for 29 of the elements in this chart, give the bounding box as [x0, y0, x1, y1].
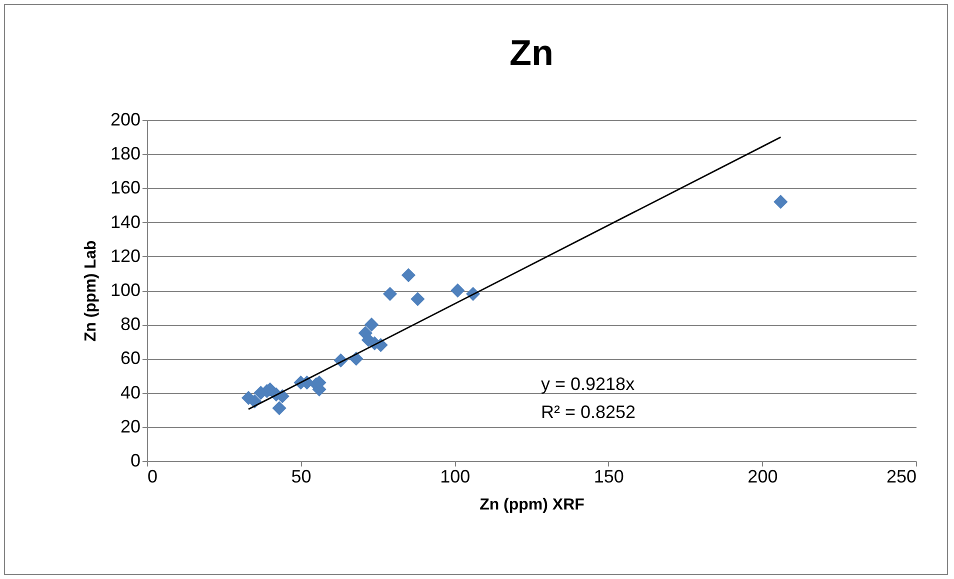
- point: [272, 401, 286, 416]
- y-tick-label: 0: [130, 450, 140, 470]
- x-tick-label: 100: [440, 466, 470, 486]
- y-tick-label: 140: [110, 212, 140, 232]
- annotation: R² = 0.8252: [541, 402, 636, 422]
- y-tick-label: 100: [110, 280, 140, 300]
- point: [364, 318, 379, 332]
- x-tick-label: 250: [886, 466, 916, 486]
- y-tick-label: 40: [120, 382, 140, 402]
- y-tick-label: 180: [110, 144, 140, 164]
- x-tick-label: 50: [291, 466, 312, 486]
- point: [774, 194, 788, 209]
- x-tick-label: 150: [594, 466, 624, 486]
- point: [382, 286, 398, 301]
- y-tick-label: 60: [120, 348, 140, 368]
- chart-title: Zn: [510, 32, 554, 73]
- x-tick-label: 0: [148, 466, 158, 486]
- point: [410, 292, 425, 306]
- annotation: y = 0.9218x: [541, 374, 635, 394]
- y-tick-label: 80: [120, 314, 140, 334]
- y-tick-label: 120: [110, 246, 140, 266]
- y-tick-label: 160: [110, 178, 140, 198]
- y-tick-label: 200: [110, 110, 140, 130]
- x-tick-label: 200: [748, 466, 778, 486]
- y-axis-title: Zn (ppm) Lab: [82, 240, 100, 342]
- point: [401, 268, 416, 282]
- x-axis-title: Zn (ppm) XRF: [480, 496, 585, 514]
- point: [450, 283, 465, 298]
- y-tick-label: 20: [120, 416, 140, 436]
